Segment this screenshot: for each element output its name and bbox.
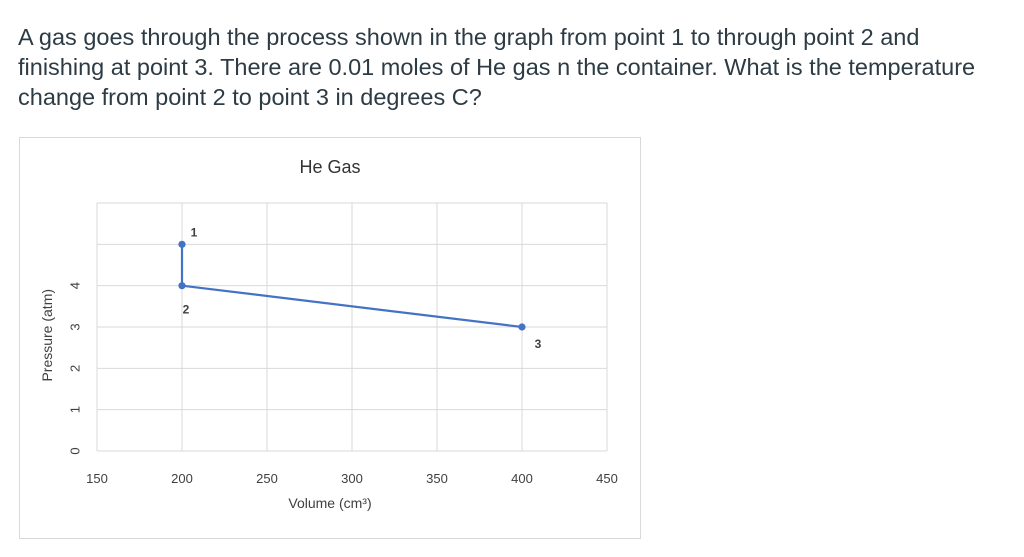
y-tick-label: 3: [68, 323, 83, 330]
question-text: A gas goes through the process shown in …: [18, 24, 976, 110]
x-tick-label: 250: [256, 471, 278, 486]
x-tick-label: 150: [86, 471, 108, 486]
data-point-1: [178, 240, 186, 248]
x-tick-label: 400: [511, 471, 533, 486]
x-axis-label: Volume (cm³): [288, 495, 371, 511]
data-point-2: [178, 282, 186, 290]
pressure-volume-chart: He Gas 150 200 250 300 350 400 450 0 1 2 3 4 Volume (…: [39, 157, 618, 511]
data-label-2: 2: [183, 303, 190, 317]
data-label-1: 1: [191, 225, 198, 239]
chart-frame: He Gas 150 200 250 300 350 400 450 0 1 2 3 4 Volume (…: [19, 137, 641, 539]
data-label-3: 3: [535, 337, 542, 351]
y-tick-label: 0: [68, 447, 83, 454]
x-tick-label: 200: [171, 471, 193, 486]
x-tick-label: 300: [341, 471, 363, 486]
data-point-3: [518, 323, 526, 331]
y-tick-label: 1: [68, 406, 83, 413]
y-tick-label: 4: [68, 282, 83, 289]
x-tick-label: 350: [426, 471, 448, 486]
y-axis-label: Pressure (atm): [39, 289, 55, 382]
x-tick-label: 450: [596, 471, 618, 486]
y-tick-label: 2: [68, 365, 83, 372]
chart-title: He Gas: [299, 157, 360, 177]
